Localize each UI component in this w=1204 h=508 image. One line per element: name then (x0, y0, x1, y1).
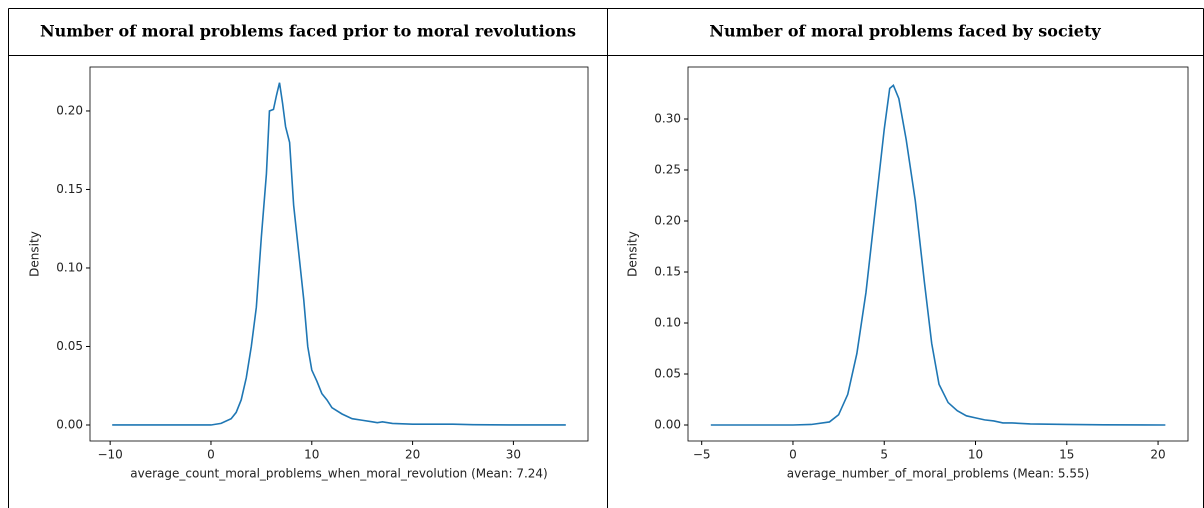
y-tick-label: 0.00 (56, 417, 83, 431)
x-tick-label: −10 (97, 448, 122, 462)
x-tick-label: −5 (693, 448, 711, 462)
y-axis-label: Density (28, 231, 42, 277)
density-line (710, 84, 1166, 426)
y-tick-label: 0.00 (654, 417, 681, 431)
y-tick-label: 0.30 (654, 112, 681, 126)
y-tick-label: 0.10 (654, 315, 681, 329)
x-axis-label: average_number_of_moral_problems (Mean: … (787, 467, 1090, 481)
y-tick-label: 0.05 (654, 366, 681, 380)
y-axis-label: Density (626, 231, 640, 277)
y-tick-label: 0.20 (654, 214, 681, 228)
density-line (112, 82, 566, 426)
x-axis-label: average_count_moral_problems_when_moral_… (130, 467, 547, 481)
x-tick-label: 15 (1059, 448, 1074, 462)
x-tick-label: 0 (789, 448, 797, 462)
y-tick-label: 0.10 (56, 260, 83, 274)
y-tick-label: 0.20 (56, 103, 83, 117)
x-tick-label: 20 (1150, 448, 1165, 462)
header-title: Number of moral problems faced prior to … (40, 22, 576, 41)
y-tick-label: 0.15 (56, 182, 83, 196)
x-tick-label: 30 (506, 448, 521, 462)
x-tick-label: 20 (405, 448, 420, 462)
axes-frame (89, 66, 589, 442)
y-tick-label: 0.15 (654, 265, 681, 279)
y-tick-label: 0.05 (56, 339, 83, 353)
x-tick-label: 0 (207, 448, 215, 462)
x-tick-label: 10 (968, 448, 983, 462)
header-title: Number of moral problems faced by societ… (709, 22, 1101, 41)
x-tick-label: 5 (880, 448, 888, 462)
axes-frame (687, 66, 1189, 442)
x-tick-label: 10 (304, 448, 319, 462)
y-tick-label: 0.25 (654, 163, 681, 177)
